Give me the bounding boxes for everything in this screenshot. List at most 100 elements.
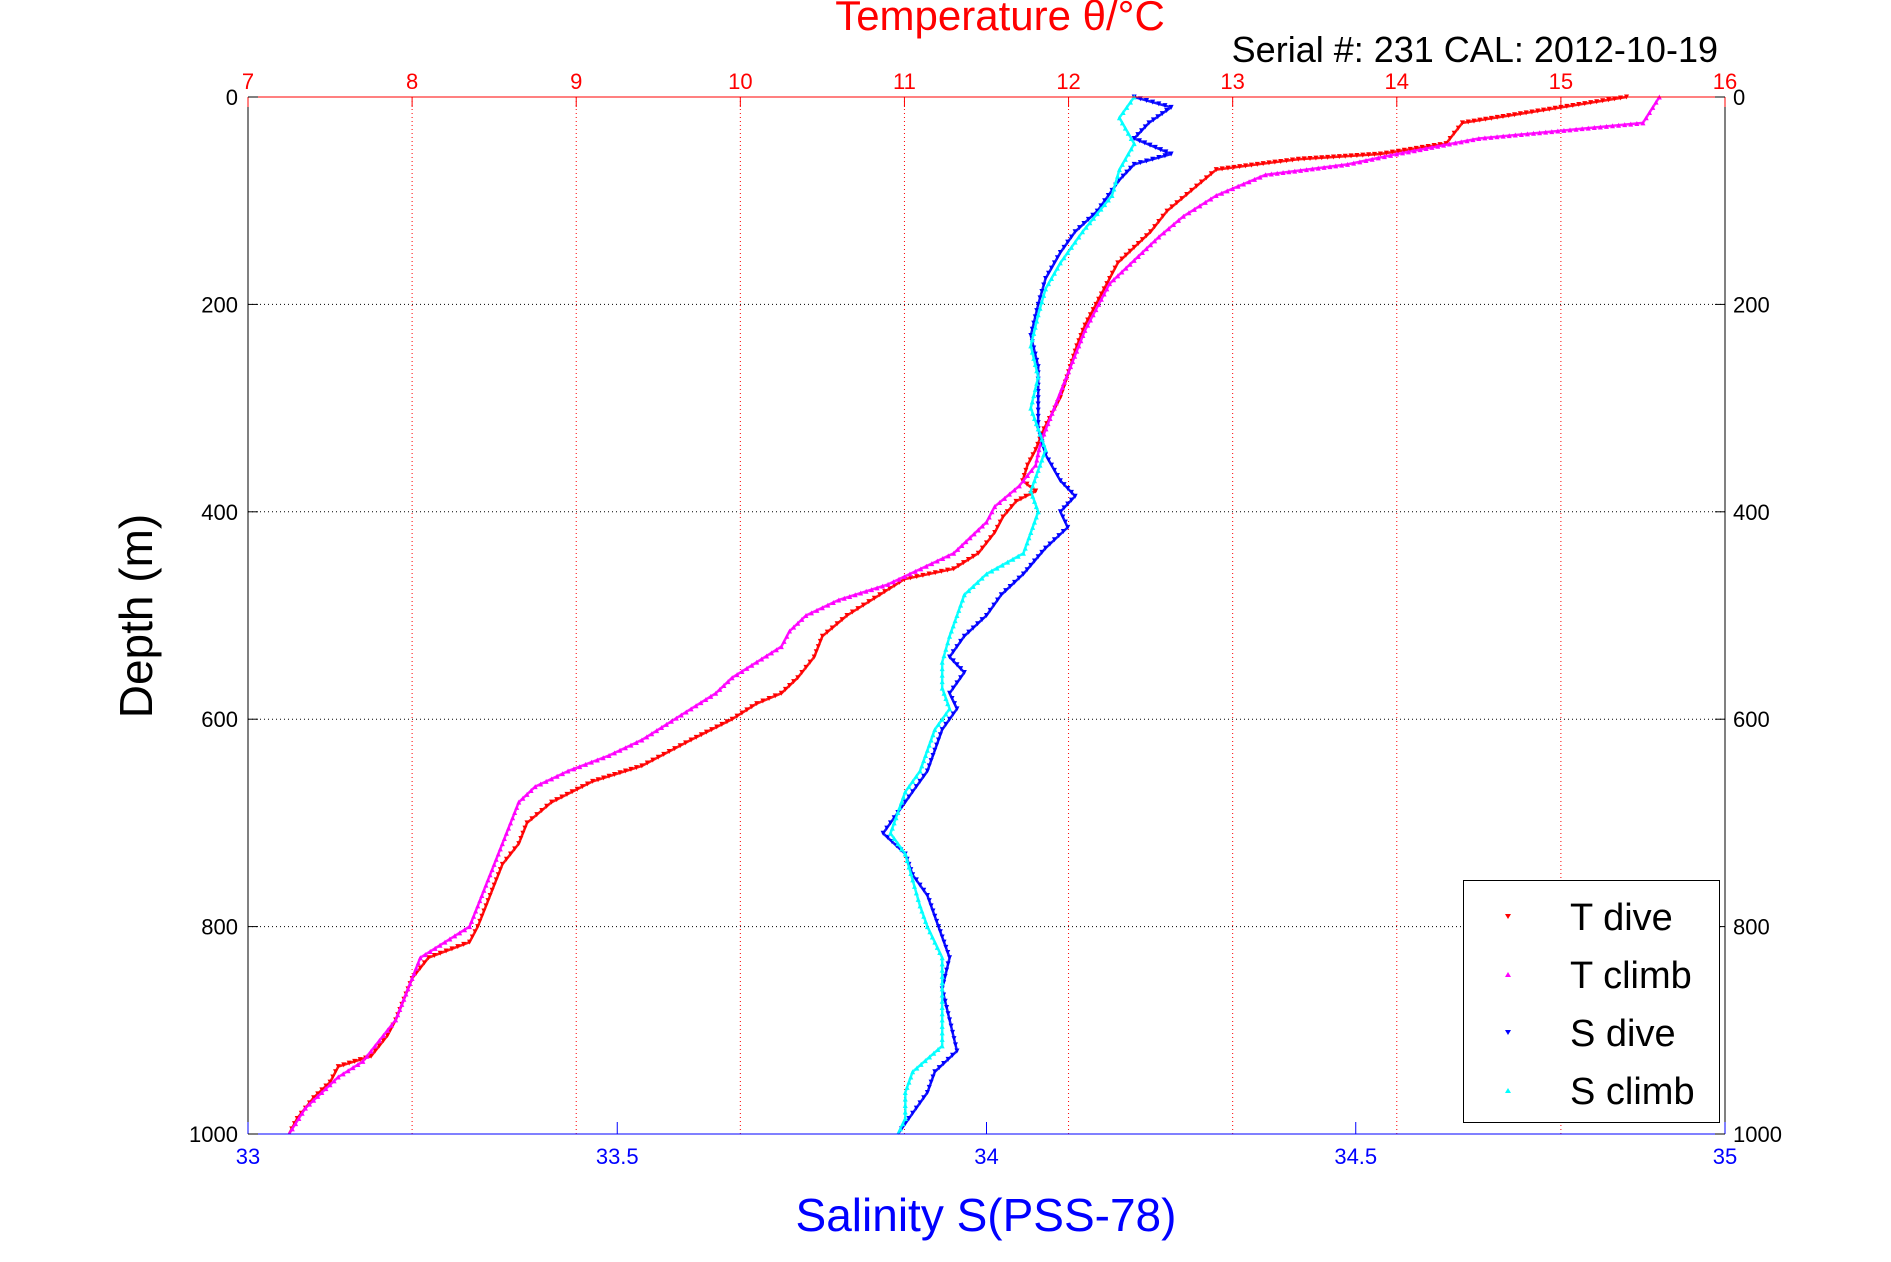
- data-point: [961, 633, 967, 639]
- data-point: [1179, 196, 1185, 202]
- data-point: [1406, 149, 1411, 155]
- data-point: [1417, 147, 1423, 153]
- depth-tick-label-left: 1000: [189, 1122, 238, 1147]
- data-point: [654, 728, 660, 734]
- data-point: [961, 560, 967, 566]
- data-point: [516, 841, 522, 847]
- data-point: [907, 571, 913, 577]
- data-point: [721, 682, 727, 688]
- data-point: [1116, 177, 1122, 183]
- data-point: [452, 933, 458, 939]
- data-point: [1096, 301, 1102, 307]
- data-point: [485, 898, 491, 904]
- data-point: [902, 789, 908, 795]
- data-point: [1035, 426, 1041, 432]
- data-point: [1579, 126, 1585, 132]
- data-point: [1191, 206, 1197, 212]
- data-point: [1041, 431, 1047, 437]
- data-point: [902, 1115, 908, 1121]
- data-point: [934, 558, 940, 564]
- data-point: [483, 882, 489, 888]
- data-point: [906, 1115, 912, 1121]
- data-point: [734, 672, 740, 678]
- data-point: [364, 1053, 370, 1059]
- data-point: [781, 638, 787, 644]
- data-point: [773, 647, 779, 653]
- data-point: [532, 784, 538, 790]
- data-point: [1093, 301, 1099, 307]
- data-point: [724, 719, 730, 725]
- data-point: [1033, 447, 1039, 453]
- data-point: [1146, 120, 1152, 126]
- data-point: [1061, 379, 1067, 385]
- data-point: [1028, 343, 1034, 349]
- data-point: [1163, 149, 1169, 155]
- data-point: [1147, 142, 1153, 148]
- data-point: [1164, 107, 1170, 113]
- data-point: [979, 575, 985, 581]
- data-point: [512, 810, 518, 816]
- data-point: [1054, 265, 1060, 271]
- data-point: [1336, 154, 1342, 160]
- data-point: [1027, 457, 1033, 463]
- data-point: [693, 734, 699, 740]
- data-point: [860, 602, 866, 608]
- data-point: [1057, 260, 1063, 266]
- data-point: [943, 695, 949, 701]
- data-point: [1035, 413, 1041, 419]
- legend-label-t-dive: T dive: [1570, 897, 1673, 939]
- data-point: [1174, 200, 1180, 206]
- data-point: [934, 918, 940, 924]
- data-point: [417, 955, 423, 961]
- data-point: [393, 1017, 399, 1023]
- data-point: [759, 656, 765, 662]
- temperature-tick-label: 11: [893, 69, 916, 94]
- data-point: [1024, 567, 1030, 573]
- data-point: [939, 1023, 945, 1029]
- data-point: [1612, 96, 1618, 102]
- data-point: [1131, 257, 1137, 263]
- data-point: [501, 835, 507, 841]
- data-point: [539, 807, 545, 813]
- data-point: [1032, 415, 1038, 421]
- data-point: [1500, 133, 1506, 139]
- data-point: [1268, 171, 1274, 177]
- data-point: [998, 592, 1004, 598]
- data-point: [947, 690, 953, 696]
- data-point: [1482, 135, 1488, 141]
- data-point: [939, 973, 945, 979]
- data-point: [1078, 338, 1084, 344]
- data-point: [1029, 326, 1035, 332]
- data-point: [590, 778, 596, 784]
- data-point: [475, 924, 481, 930]
- data-point: [1470, 137, 1476, 143]
- data-point: [1053, 400, 1059, 406]
- data-point: [1087, 317, 1093, 323]
- data-point: [1155, 114, 1161, 120]
- data-point: [928, 1079, 934, 1085]
- data-point: [319, 1087, 325, 1093]
- data-point: [844, 613, 850, 618]
- data-point: [939, 1036, 945, 1042]
- data-point: [910, 1069, 916, 1075]
- data-point: [1197, 203, 1203, 209]
- data-point: [1465, 119, 1471, 125]
- data-point: [350, 1065, 356, 1071]
- data-point: [897, 1126, 903, 1132]
- data-point: [923, 752, 929, 758]
- data-point: [1203, 175, 1209, 181]
- data-point: [880, 583, 886, 589]
- data-point: [633, 740, 639, 746]
- data-point: [1610, 123, 1616, 129]
- data-point: [1029, 349, 1035, 355]
- data-point: [902, 799, 908, 805]
- depth-tick-label-right: 0: [1733, 85, 1745, 110]
- data-point: [1597, 124, 1603, 130]
- data-point: [409, 975, 415, 981]
- depth-tick-label-right: 1000: [1733, 1122, 1782, 1147]
- data-point: [1198, 179, 1204, 185]
- data-point: [407, 981, 413, 987]
- data-point: [1047, 415, 1053, 421]
- data-point: [866, 599, 872, 605]
- data-point: [967, 535, 973, 541]
